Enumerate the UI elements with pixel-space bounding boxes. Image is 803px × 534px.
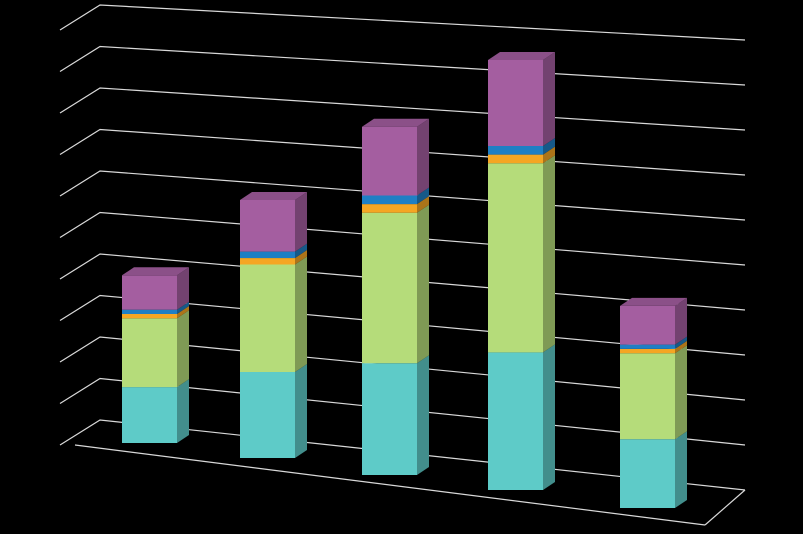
bar-segment xyxy=(620,348,675,354)
bar-segment xyxy=(620,305,675,345)
bar-top xyxy=(488,52,555,60)
bar-side xyxy=(417,196,429,213)
bar-segment xyxy=(362,212,417,364)
floor-side xyxy=(704,489,746,526)
grid-line xyxy=(59,4,746,41)
bar-segment xyxy=(122,314,177,319)
bar-segment xyxy=(240,251,295,259)
bar-side xyxy=(177,301,189,314)
bar-side xyxy=(417,118,429,196)
grid-line xyxy=(59,45,746,86)
bar-top xyxy=(362,118,429,127)
bar-side xyxy=(177,306,189,319)
bar-side xyxy=(543,138,555,155)
bar-side xyxy=(295,250,307,265)
bar-side xyxy=(543,155,555,353)
bar-segment xyxy=(122,318,177,388)
bar-top xyxy=(240,192,307,200)
bar-side xyxy=(417,204,429,364)
bar-side xyxy=(675,431,687,508)
bar-segment xyxy=(362,195,417,205)
bar-top xyxy=(122,267,189,276)
bar-segment xyxy=(362,363,417,475)
bar-top xyxy=(620,297,687,306)
bar-segment xyxy=(122,309,177,314)
bar-segment xyxy=(122,275,177,310)
bar-side xyxy=(417,187,429,205)
bar-side xyxy=(675,336,687,349)
bar-side xyxy=(543,344,555,490)
bar-side xyxy=(295,243,307,259)
bar-side xyxy=(543,52,555,146)
bar-side xyxy=(177,310,189,388)
bar-segment xyxy=(620,344,675,349)
bar-side xyxy=(675,345,687,440)
bar-segment xyxy=(240,200,295,252)
bar-segment xyxy=(488,154,543,164)
bar-segment xyxy=(122,387,177,443)
bar-segment xyxy=(488,146,543,155)
bar-segment xyxy=(240,372,295,458)
bar-segment xyxy=(488,352,543,490)
bar-segment xyxy=(620,353,675,440)
bar-side xyxy=(295,256,307,372)
bar-segment xyxy=(488,60,543,146)
bar-segment xyxy=(362,204,417,213)
bar-side xyxy=(295,364,307,458)
bar-side xyxy=(675,297,687,345)
bar-segment xyxy=(620,439,675,508)
floor-edge xyxy=(74,444,706,526)
bar-side xyxy=(543,146,555,164)
bar-segment xyxy=(240,258,295,265)
bar-side xyxy=(177,379,189,443)
bar-segment xyxy=(488,163,543,353)
bar-side xyxy=(295,192,307,252)
bar-side xyxy=(177,267,189,310)
bar-segment xyxy=(362,126,417,196)
bar-segment xyxy=(240,264,295,372)
bar-side xyxy=(417,355,429,475)
bar-side xyxy=(675,340,687,354)
